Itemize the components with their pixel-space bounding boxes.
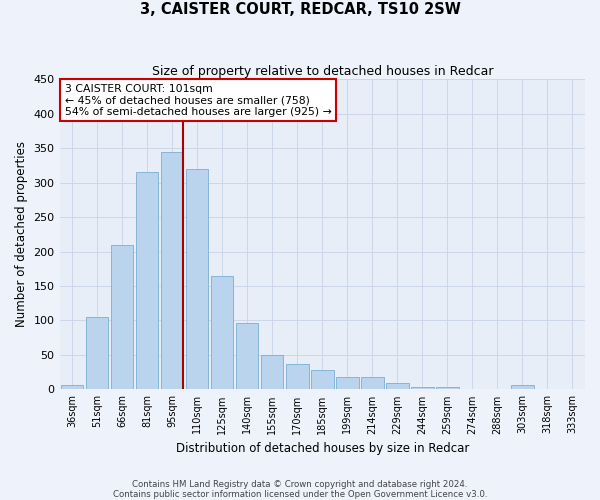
- Bar: [236, 322, 259, 390]
- Text: 3, CAISTER COURT, REDCAR, TS10 2SW: 3, CAISTER COURT, REDCAR, TS10 2SW: [140, 2, 460, 18]
- Bar: [111, 244, 133, 390]
- X-axis label: Distribution of detached houses by size in Redcar: Distribution of detached houses by size …: [176, 442, 469, 455]
- Text: 3 CAISTER COURT: 101sqm
← 45% of detached houses are smaller (758)
54% of semi-d: 3 CAISTER COURT: 101sqm ← 45% of detache…: [65, 84, 332, 117]
- Bar: [261, 355, 283, 390]
- Bar: [161, 152, 184, 390]
- Bar: [386, 383, 409, 390]
- Bar: [511, 384, 534, 390]
- Y-axis label: Number of detached properties: Number of detached properties: [15, 142, 28, 328]
- Bar: [86, 317, 109, 390]
- Bar: [136, 172, 158, 390]
- Bar: [286, 364, 308, 390]
- Bar: [211, 276, 233, 390]
- Bar: [436, 388, 458, 390]
- Bar: [411, 388, 434, 390]
- Bar: [336, 377, 359, 390]
- Bar: [186, 169, 208, 390]
- Text: Contains HM Land Registry data © Crown copyright and database right 2024.
Contai: Contains HM Land Registry data © Crown c…: [113, 480, 487, 499]
- Bar: [361, 377, 383, 390]
- Title: Size of property relative to detached houses in Redcar: Size of property relative to detached ho…: [152, 65, 493, 78]
- Bar: [61, 384, 83, 390]
- Bar: [311, 370, 334, 390]
